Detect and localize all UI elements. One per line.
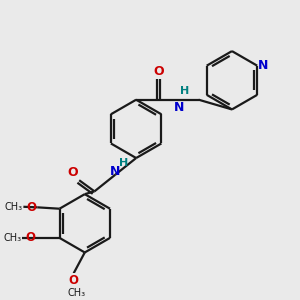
Text: O: O	[67, 166, 77, 179]
Text: O: O	[25, 231, 35, 244]
Text: N: N	[110, 165, 120, 178]
Text: N: N	[258, 58, 269, 72]
Text: H: H	[180, 86, 189, 96]
Text: H: H	[119, 158, 128, 168]
Text: CH₃: CH₃	[3, 233, 21, 243]
Text: CH₃: CH₃	[68, 288, 85, 298]
Text: O: O	[153, 65, 164, 78]
Text: N: N	[174, 101, 184, 114]
Text: O: O	[69, 274, 79, 287]
Text: CH₃: CH₃	[4, 202, 22, 212]
Text: O: O	[26, 201, 37, 214]
